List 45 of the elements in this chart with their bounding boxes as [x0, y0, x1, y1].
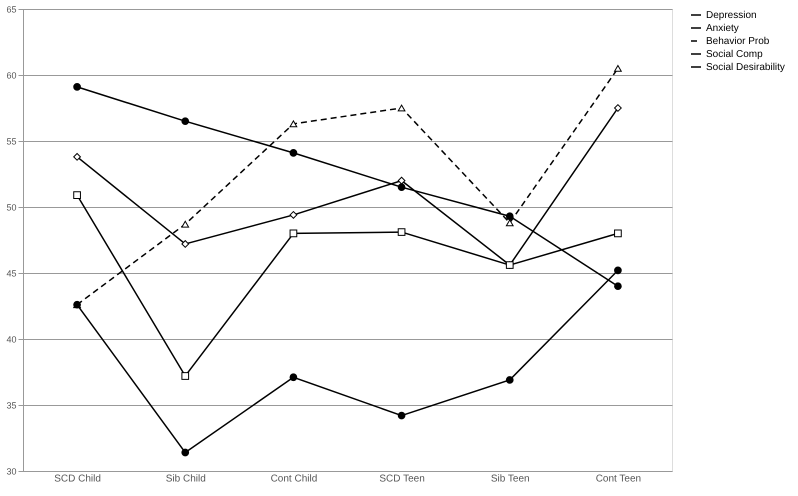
point	[506, 212, 514, 220]
point	[614, 64, 622, 72]
point	[181, 117, 190, 126]
y-tick-label: 65	[6, 4, 16, 14]
x-tick-label: Sib Child	[166, 474, 206, 484]
legend-label: Behavior Prob	[706, 36, 770, 47]
y-tick-label: 35	[6, 400, 16, 410]
y-tick-label: 60	[6, 70, 16, 80]
y-tick-label: 30	[6, 466, 16, 476]
point	[398, 412, 406, 420]
point	[73, 191, 81, 199]
point	[614, 282, 622, 290]
x-tick-label: Cont Child	[270, 474, 318, 484]
y-tick-label: 45	[6, 268, 16, 278]
point	[506, 219, 514, 226]
legend-label: Depression	[706, 10, 757, 21]
point	[181, 220, 190, 228]
point	[181, 372, 190, 380]
point	[398, 176, 406, 184]
point	[614, 230, 622, 238]
x-tick-label: SCD Teen	[379, 474, 425, 484]
point	[290, 120, 298, 128]
y-tick-label: 50	[6, 202, 16, 212]
point	[73, 152, 81, 161]
point	[290, 149, 298, 157]
point	[73, 83, 81, 91]
point	[290, 211, 298, 219]
point	[506, 376, 514, 384]
x-tick-label: SCD Child	[54, 474, 101, 484]
point	[290, 230, 298, 238]
point	[181, 448, 190, 456]
point	[290, 373, 298, 382]
legend-label: Social Desirability	[706, 62, 785, 73]
legend-label: Social Comp	[706, 49, 764, 60]
legend-label: Anxiety	[706, 23, 739, 34]
point	[614, 104, 622, 112]
point	[398, 104, 406, 112]
x-tick-label: Sib Teen	[490, 474, 530, 484]
point	[181, 240, 190, 248]
point	[398, 228, 406, 236]
point	[614, 266, 622, 274]
x-tick-label: Cont Teen	[596, 474, 642, 484]
y-tick-label: 55	[6, 136, 16, 146]
point	[398, 183, 406, 192]
y-tick-label: 40	[6, 334, 16, 344]
